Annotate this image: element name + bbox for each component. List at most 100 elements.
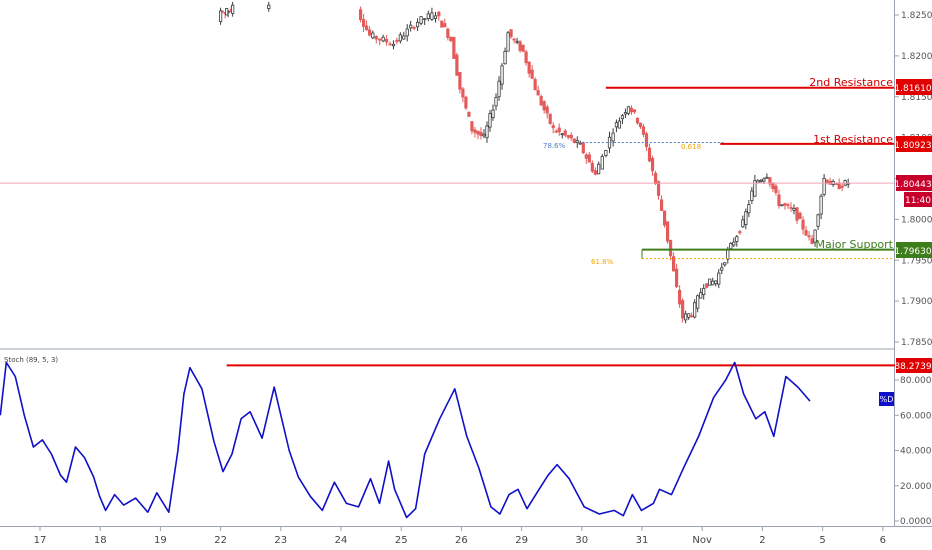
candle — [750, 187, 754, 204]
stoch-axis-label: 60.0000 — [900, 411, 932, 421]
candle — [810, 234, 814, 245]
support-label: Major Support — [815, 238, 893, 251]
candle — [717, 269, 721, 289]
candle — [560, 132, 564, 139]
candle — [569, 132, 573, 141]
candle — [412, 25, 416, 31]
candle — [426, 10, 430, 22]
candle-body — [578, 142, 582, 145]
candle — [539, 94, 543, 107]
candle-body — [720, 267, 724, 271]
price-pane[interactable] — [218, 1, 850, 324]
candle-body — [659, 199, 664, 211]
candle-body — [741, 219, 745, 228]
candle — [430, 7, 434, 21]
candle — [659, 195, 664, 211]
candle-body — [488, 113, 492, 128]
candle-body — [542, 101, 546, 111]
candle — [783, 202, 787, 210]
candle — [476, 130, 480, 140]
fib-78-label: 78.6% — [543, 142, 566, 150]
countdown-tag: 11:40 — [904, 192, 932, 207]
candle-body — [732, 241, 736, 246]
candle — [479, 127, 483, 140]
candle — [587, 151, 591, 163]
candle — [813, 229, 817, 247]
candle-body — [467, 111, 471, 117]
pct-d-badge[interactable]: %D — [879, 392, 894, 406]
candle-body — [795, 207, 799, 221]
candle — [792, 204, 796, 215]
candle — [693, 299, 697, 319]
candle-body — [476, 130, 480, 135]
price-axis-label: 1.81500 — [901, 93, 932, 103]
candle-body — [395, 39, 399, 43]
candle-body — [810, 238, 814, 245]
candle-body — [391, 43, 396, 47]
candle — [364, 20, 369, 31]
candle — [741, 215, 745, 228]
candle-body — [819, 195, 823, 215]
candle-body — [641, 126, 646, 135]
candle-body — [662, 210, 667, 226]
current-price-tag[interactable]: 1.80443 — [894, 175, 932, 191]
candle-body — [714, 280, 718, 284]
candle-body — [756, 180, 760, 184]
candle-body — [626, 106, 631, 114]
stoch-axis[interactable]: 80.0000 60.0000 40.0000 20.0000 0.0000 — [895, 376, 932, 527]
candle — [548, 113, 552, 125]
candle-body — [813, 229, 817, 243]
time-axis-label: 6 — [880, 535, 886, 546]
indicator-name[interactable]: Stoch (89, 5, 3) — [4, 356, 58, 364]
candle-body — [367, 29, 372, 36]
candle-body — [267, 4, 271, 9]
candle — [604, 149, 608, 158]
stoch-level-tag[interactable]: 88.2739 — [894, 358, 932, 373]
r1-price-tag[interactable]: 1.80923 — [894, 136, 932, 152]
candle-body — [647, 147, 652, 162]
candle-body — [384, 38, 389, 43]
candle — [521, 44, 525, 53]
candle — [647, 143, 652, 163]
candle-body — [735, 236, 739, 242]
candle-body — [771, 182, 775, 190]
candle — [409, 20, 413, 32]
candle-body — [361, 19, 366, 27]
candle-body — [675, 268, 679, 288]
candle — [563, 129, 567, 138]
horizontal-levels[interactable] — [0, 86, 895, 260]
candle-body — [539, 96, 543, 106]
candle — [388, 41, 392, 46]
svg-text:1.79630: 1.79630 — [894, 247, 931, 257]
candle — [371, 30, 375, 40]
candle-body — [402, 35, 406, 40]
candle — [777, 189, 781, 209]
candle-body — [780, 204, 784, 207]
candle-body — [762, 178, 766, 182]
price-axis-label: 1.78500 — [901, 338, 932, 348]
candle — [218, 7, 223, 25]
candle-body — [482, 133, 486, 137]
candle-body — [807, 235, 811, 238]
candle-body — [405, 28, 409, 37]
candle — [687, 313, 691, 320]
candle — [678, 285, 682, 308]
svg-text:1.81610: 1.81610 — [894, 84, 931, 94]
candle — [738, 229, 742, 235]
candle — [597, 161, 601, 175]
candle — [415, 18, 420, 32]
time-axis[interactable]: 17 18 19 22 23 24 25 26 29 30 31 Nov 2 5 6 — [34, 527, 886, 546]
candle — [590, 160, 594, 173]
r2-price-tag[interactable]: 1.81610 — [894, 79, 932, 95]
candle-body — [789, 206, 793, 209]
candle — [405, 24, 409, 42]
price-axis-label: 1.82500 — [901, 11, 932, 21]
time-axis-label: 17 — [34, 535, 47, 546]
candle — [533, 77, 537, 91]
candle-body — [604, 149, 608, 156]
candle-body — [494, 97, 498, 107]
candle-body — [629, 107, 634, 113]
support-price-tag[interactable]: 1.79630 — [894, 242, 932, 258]
stoch-pane[interactable] — [0, 361, 895, 519]
